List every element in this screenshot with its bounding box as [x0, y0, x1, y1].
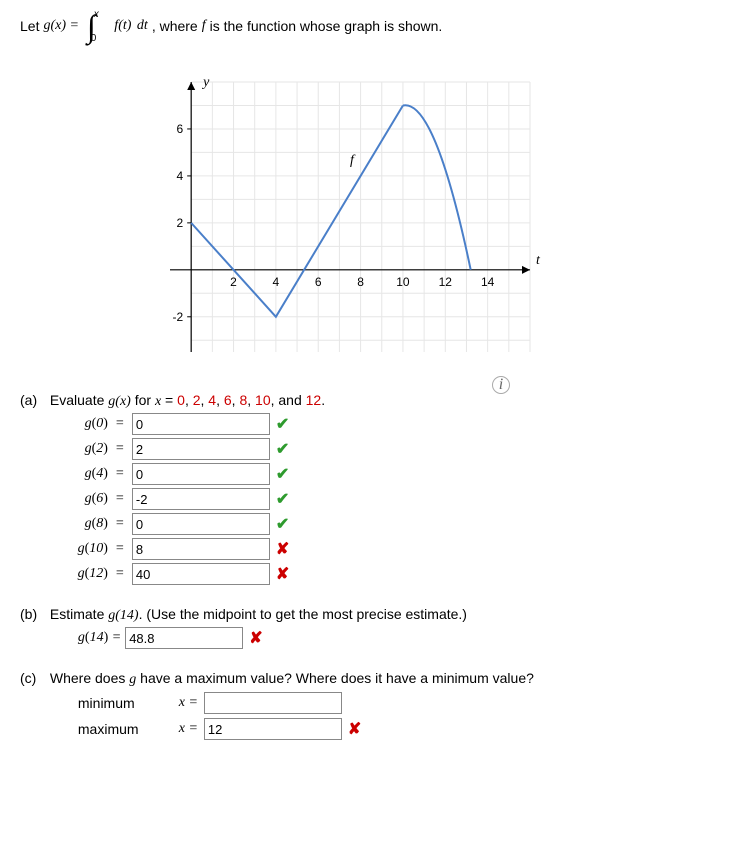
x-equals: x = — [158, 721, 204, 737]
svg-text:10: 10 — [396, 275, 410, 289]
g12-input[interactable] — [132, 563, 270, 585]
svg-text:4: 4 — [176, 169, 183, 183]
prompt-prefix: Let — [20, 18, 39, 34]
part-b-answer-row: g(14) = ✘ — [50, 627, 467, 649]
part-b-text: Estimate g(14). (Use the midpoint to get… — [50, 606, 467, 622]
maximum-row: maximumx = ✘ — [78, 718, 534, 740]
g4-input[interactable] — [132, 463, 270, 485]
check-icon: ✔ — [276, 464, 289, 484]
svg-text:2: 2 — [176, 216, 183, 230]
svg-text:8: 8 — [357, 275, 364, 289]
part-b-label: (b) — [20, 606, 46, 622]
part-c-text: Where does g have a maximum value? Where… — [50, 670, 534, 686]
x-value: 10 — [255, 392, 271, 408]
answer-row: g(4) = ✔ — [50, 463, 325, 485]
minimum-row: minimumx = — [78, 692, 534, 714]
part-c: (c) Where does g have a maximum value? W… — [20, 670, 717, 744]
g2-input[interactable] — [132, 438, 270, 460]
check-icon: ✔ — [276, 439, 289, 459]
svg-text:6: 6 — [315, 275, 322, 289]
g-label: g(2) = — [50, 441, 132, 457]
g14-mark: ✘ — [249, 628, 262, 648]
part-a-answers: g(0) = ✔g(2) = ✔g(4) = ✔g(6) = ✔g(8) = ✔… — [50, 413, 325, 585]
part-c-label: (c) — [20, 670, 46, 686]
part-b: (b) Estimate g(14). (Use the midpoint to… — [20, 606, 717, 652]
g-label: g(12) = — [50, 566, 132, 582]
svg-text:12: 12 — [439, 275, 453, 289]
svg-text:-2: -2 — [173, 310, 184, 324]
minimum-label: minimum — [78, 695, 158, 711]
answer-row: g(0) = ✔ — [50, 413, 325, 435]
g-label: g(6) = — [50, 491, 132, 507]
svg-text:2: 2 — [230, 275, 237, 289]
integrand: f(t) dt — [114, 18, 148, 34]
part-a: (a) Evaluate g(x) for x = 0, 2, 4, 6, 8,… — [20, 392, 717, 588]
prompt-suffix: , where — [152, 18, 198, 34]
g10-input[interactable] — [132, 538, 270, 560]
svg-text:6: 6 — [176, 122, 183, 136]
g-label: g(4) = — [50, 466, 132, 482]
answer-row: g(10) = ✘ — [50, 538, 325, 560]
x-value: 4 — [208, 392, 216, 408]
x-equals: x = — [158, 695, 204, 711]
graph-container: 2468101214246-2ytf i — [130, 72, 717, 372]
f-var: f — [202, 18, 206, 34]
maximum-label: maximum — [78, 721, 158, 737]
check-icon: ✔ — [276, 514, 289, 534]
answer-row: g(2) = ✔ — [50, 438, 325, 460]
integral: ∫ x 0 — [87, 10, 106, 42]
lhs: g(x) = — [43, 18, 79, 34]
g-label: g(10) = — [50, 541, 132, 557]
g8-input[interactable] — [132, 513, 270, 535]
part-c-answers: minimumx =maximumx =✘ — [50, 692, 534, 740]
g14-input[interactable] — [125, 627, 243, 649]
info-icon[interactable]: i — [492, 376, 510, 394]
x-value: 6 — [224, 392, 232, 408]
cross-icon: ✘ — [348, 719, 361, 739]
prompt-suffix2: is the function whose graph is shown. — [210, 18, 443, 34]
cross-icon: ✘ — [276, 564, 289, 584]
x-value: 2 — [193, 392, 201, 408]
check-icon: ✔ — [276, 414, 289, 434]
answer-row: g(8) = ✔ — [50, 513, 325, 535]
g0-input[interactable] — [132, 413, 270, 435]
x-value: 12 — [306, 392, 322, 408]
answer-row: g(12) = ✘ — [50, 563, 325, 585]
check-icon: ✔ — [276, 489, 289, 509]
svg-text:14: 14 — [481, 275, 495, 289]
function-graph: 2 4 6 8 10 12 14 2 4 6 -2 y t f — [130, 72, 550, 372]
part-a-text: Evaluate g(x) for x = 0, 2, 4, 6, 8, 10,… — [50, 392, 325, 408]
g14-label: g(14) = — [50, 630, 125, 646]
x-value: 8 — [239, 392, 247, 408]
minimum-input[interactable] — [204, 692, 342, 714]
svg-text:f: f — [350, 153, 356, 168]
svg-text:4: 4 — [273, 275, 280, 289]
x-value: 0 — [177, 392, 185, 408]
x-value-list: 0, 2, 4, 6, 8, 10, and 12 — [177, 392, 321, 408]
svg-text:y: y — [201, 75, 210, 90]
part-a-label: (a) — [20, 392, 46, 408]
g-label: g(0) = — [50, 416, 132, 432]
g6-input[interactable] — [132, 488, 270, 510]
g-label: g(8) = — [50, 516, 132, 532]
maximum-input[interactable] — [204, 718, 342, 740]
problem-prompt: Let g(x) = ∫ x 0 f(t) dt , where f is th… — [20, 10, 717, 42]
answer-row: g(6) = ✔ — [50, 488, 325, 510]
svg-text:t: t — [536, 253, 541, 268]
cross-icon: ✘ — [276, 539, 289, 559]
